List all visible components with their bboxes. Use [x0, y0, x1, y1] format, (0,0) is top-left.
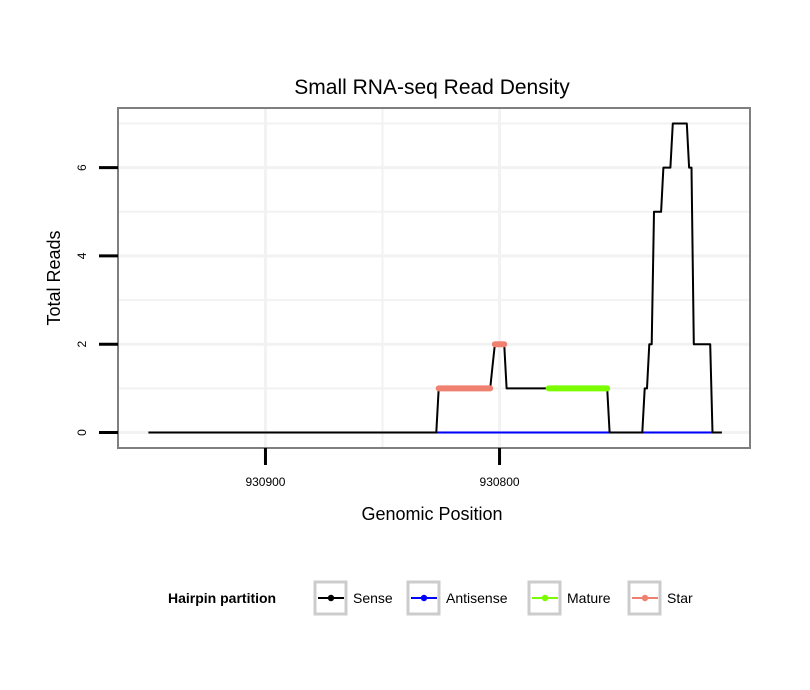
y-tick-label: 2 — [75, 341, 89, 348]
y-tick-label: 0 — [75, 429, 89, 436]
y-tick-label: 6 — [75, 164, 89, 171]
legend-label-star: Star — [667, 590, 693, 606]
legend-items: Sense Antisense Mature Star — [313, 580, 693, 616]
chart-title: Small RNA-seq Read Density — [294, 76, 570, 99]
x-axis-title: Genomic Position — [361, 504, 502, 524]
y-tick-label: 4 — [75, 252, 89, 259]
series-layer — [148, 122, 722, 434]
series-line-sense — [148, 122, 722, 434]
legend-label-mature: Mature — [567, 590, 611, 606]
legend-label-antisense: Antisense — [446, 590, 508, 606]
legend-key-point — [420, 594, 428, 602]
legend-key-point — [327, 594, 335, 602]
legend-key-point — [541, 594, 549, 602]
axis-layer: 0 2 4 6 930900 930800 — [75, 164, 520, 489]
legend-title: Hairpin partition — [168, 590, 276, 606]
legend-key-point — [641, 594, 649, 602]
plot-panel-border — [117, 107, 751, 449]
x-tick-label: 930900 — [245, 475, 285, 489]
legend-label-sense: Sense — [353, 590, 393, 606]
x-tick-label: 930800 — [480, 475, 520, 489]
y-axis-title: Total Reads — [44, 230, 64, 325]
legend: Hairpin partition Sense Antisense Mature St… — [168, 580, 693, 616]
grid — [118, 108, 750, 448]
